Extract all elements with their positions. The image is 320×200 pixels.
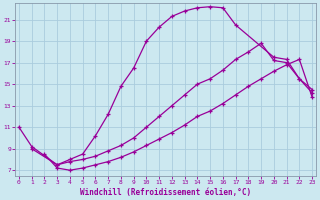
- X-axis label: Windchill (Refroidissement éolien,°C): Windchill (Refroidissement éolien,°C): [80, 188, 251, 197]
